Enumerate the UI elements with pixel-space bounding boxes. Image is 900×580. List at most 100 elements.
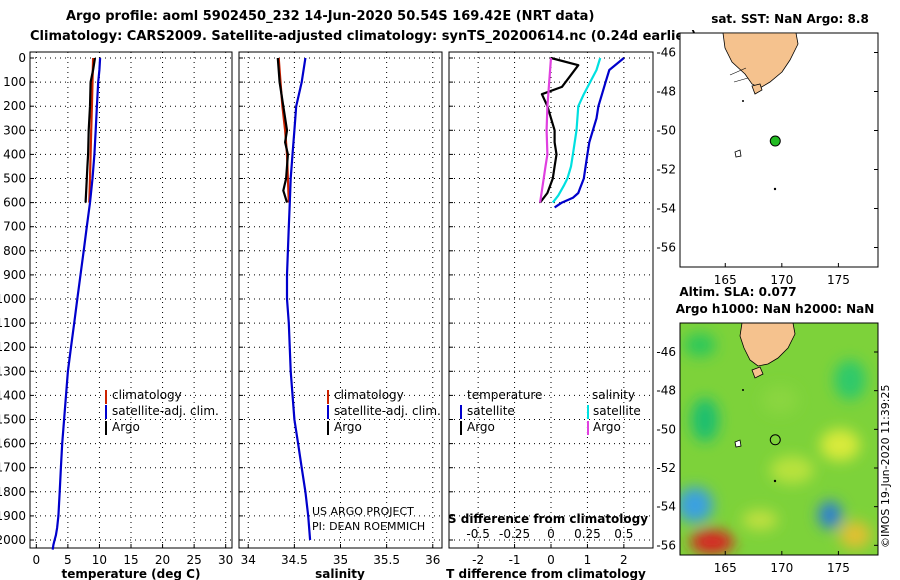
x-tick-label: 34 [241,553,256,567]
series-line-t-satellite [553,57,625,209]
series-line-satellite-adj-clim- [51,57,102,550]
s-tick-label: 0 [547,527,555,541]
depth-tick-label: 500 [3,172,26,186]
stewart-island [751,366,764,379]
project-note: US ARGO PROJECT [312,505,414,518]
depth-tick-label: 2000 [0,533,26,547]
imos-credit: ©IMOS 19-Jun-2020 11:39:25 [879,384,892,548]
salinity-panel: 34 34.5 35 35.5 36 salinity US ARGO PROJECT … [238,51,443,580]
x-tick-label: 34.5 [281,553,308,567]
salinity-legend: climatology satellite-adj. clim. Argo [327,388,441,435]
x-tick-label: 0 [32,553,40,567]
legend-argo: Argo [112,420,140,434]
legend-temperature-title: temperature [467,388,542,402]
legend-t-satellite: satellite [467,404,515,418]
bounty-islet [742,389,744,391]
depth-tick-label: 800 [3,244,26,258]
s-tick-label: -0.25 [499,527,530,541]
title-line-2: Climatology: CARS2009. Satellite-adjuste… [30,29,697,44]
x-tick-label: 35.5 [373,553,400,567]
temperature-frame [29,51,233,549]
depth-tick-label: 600 [3,196,26,210]
sla-anomaly-blobs [680,333,871,554]
depth-tick-label: 1800 [0,485,26,499]
salinity-frame [238,51,443,549]
depth-tick-label: 1700 [0,461,26,475]
depth-tick-label: 300 [3,123,26,137]
map-y-tick-label: -52 [656,163,676,177]
argo-float-marker [769,434,781,446]
new-zealand-landmass [739,323,796,367]
bounty-islet [742,100,744,102]
map-y-tick-label: -56 [656,538,676,552]
x-tick-label: 15 [123,553,138,567]
map-y-tick-label: -46 [656,345,676,359]
map-x-tick-label: 170 [770,561,793,575]
map-y-tick-label: -54 [656,202,676,216]
series-line-argo [84,57,97,203]
x-tick-label: 30 [218,553,233,567]
depth-tick-label: 1500 [0,413,26,427]
legend-argo: Argo [334,420,362,434]
temperature-xlabel: temperature (deg C) [62,567,201,580]
sst-map: 165 170 175 -46 -48 -50 -52 -54 -56 [656,32,879,287]
sla-blob [839,521,871,549]
campbell-islet [773,187,777,191]
depth-tick-label: 100 [3,75,26,89]
depth-tick-label: 1300 [0,364,26,378]
depth-tick-label: 0 [18,51,26,65]
x-tick-label: 25 [186,553,201,567]
series-line-t-argo [539,56,580,204]
depth-tick-label: 700 [3,220,26,234]
depth-tick-label: 200 [3,99,26,113]
sla-map-frame [679,322,879,556]
sla-blob [834,360,866,400]
sla-field [680,323,878,555]
depth-tick-label: 1600 [0,437,26,451]
legend-salinity-title: salinity [592,388,635,402]
legend-climatology: climatology [334,388,404,402]
sla-blob [742,510,778,530]
map-y-tick-label: -48 [656,85,676,99]
sla-blob [691,398,719,442]
legend-s-satellite: satellite [593,404,641,418]
sla-blob [690,530,734,554]
x-tick-label: 1 [584,553,592,567]
series-line-argo [276,57,289,203]
map-y-tick-label: -56 [656,241,676,255]
depth-tick-labels: 0 100 200 300 400 500 600 700 800 900 1000 1100 1200… [0,51,26,547]
sla-blob [684,333,716,357]
auckland-islands [734,439,742,448]
coastline-outline [729,67,749,83]
series-line-s-satellite [551,57,602,204]
height-title: Argo h1000: NaN h2000: NaN [676,302,875,316]
map-x-tick-label: 165 [714,273,737,287]
depth-tick-label: 1100 [0,316,26,330]
map-x-tick-label: 165 [714,561,737,575]
x-tick-label: 35 [333,553,348,567]
legend-s-argo: Argo [593,420,621,434]
s-tick-label: 0.25 [574,527,601,541]
legend-satellite: satellite-adj. clim. [112,404,219,418]
s-tick-label: 0.5 [614,527,633,541]
legend-satellite: satellite-adj. clim. [334,404,441,418]
depth-tick-label: 1000 [0,292,26,306]
sla-blob [818,501,842,529]
sla-blob [680,487,713,523]
sla-map: 165 170 175 -46 -48 -50 -52 -54 -56 [656,322,879,575]
s-difference-label: S difference from climatology [448,512,648,526]
x-tick-label: 2 [620,553,628,567]
map-y-tick-label: -50 [656,422,676,436]
depth-tick-label: 1200 [0,340,26,354]
difference-frame [448,51,654,549]
map-x-tick-label: 175 [827,561,850,575]
map-y-tick-label: -48 [656,384,676,398]
legend-climatology: climatology [112,388,182,402]
x-tick-label: -1 [509,553,521,567]
sla-blob [770,456,814,484]
difference-panel: -2 -1 0 1 2 T difference from climatology S … [446,51,654,580]
depth-tick-label: 1900 [0,509,26,523]
x-tick-label: -2 [472,553,484,567]
map-y-tick-label: -52 [656,461,676,475]
